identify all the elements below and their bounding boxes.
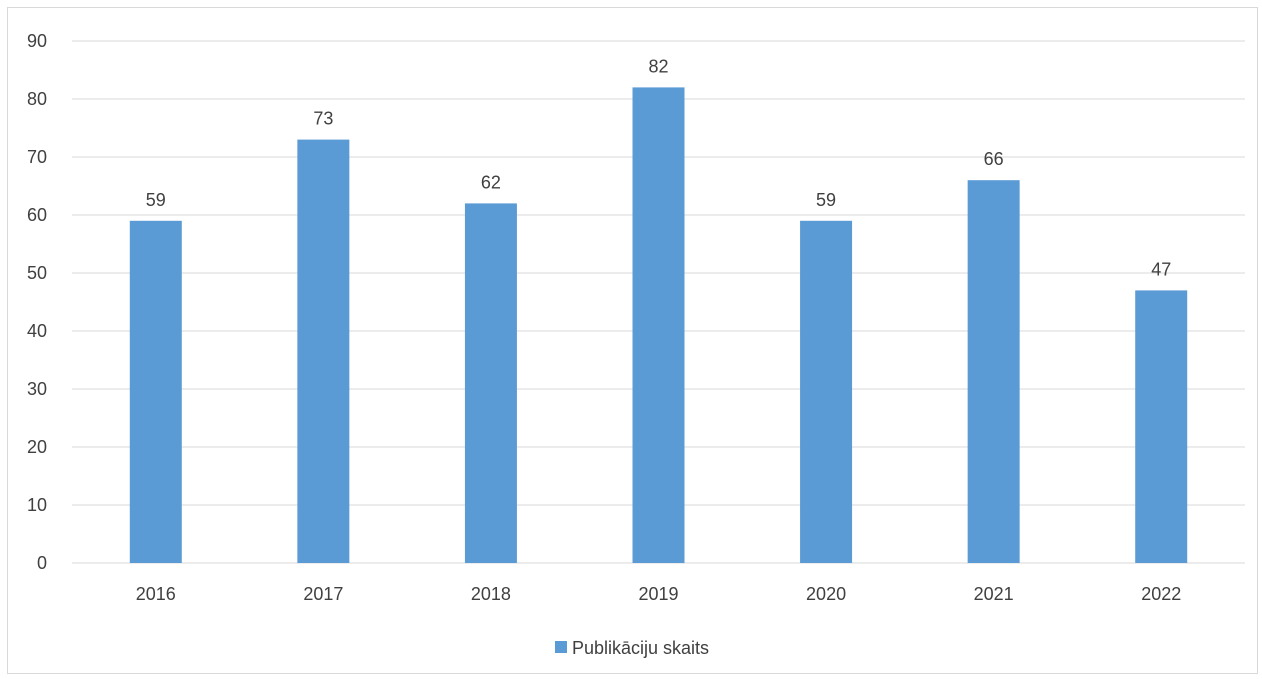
- bar: [464, 203, 517, 563]
- y-tick-label: 30: [27, 379, 47, 399]
- y-tick-label: 10: [27, 495, 47, 515]
- legend-label: Publikāciju skaits: [572, 638, 709, 658]
- data-label: 59: [816, 190, 836, 210]
- x-tick-label: 2020: [806, 584, 846, 604]
- bar: [800, 220, 853, 564]
- data-label: 82: [648, 56, 668, 76]
- y-tick-label: 50: [27, 263, 47, 283]
- x-tick-label: 2021: [974, 584, 1014, 604]
- bar: [297, 139, 350, 563]
- data-label: 73: [313, 109, 333, 129]
- y-tick-label: 0: [37, 553, 47, 573]
- x-tick-label: 2022: [1141, 584, 1181, 604]
- y-tick-label: 70: [27, 147, 47, 167]
- legend-swatch: [555, 641, 567, 653]
- data-labels: 59 73 62 82 59 66 47: [146, 56, 1171, 279]
- y-axis-tick-labels: 0 10 20 30 40 50 60 70 80 90: [27, 31, 47, 573]
- x-axis-tick-labels: 2016 2017 2018 2019 2020 2021 2022: [136, 584, 1181, 604]
- y-tick-label: 40: [27, 321, 47, 341]
- bar: [967, 180, 1020, 563]
- y-tick-label: 90: [27, 31, 47, 51]
- bar: [1135, 290, 1188, 563]
- x-tick-label: 2018: [471, 584, 511, 604]
- bar: [632, 87, 685, 564]
- bar: [129, 220, 182, 564]
- bars: [129, 87, 1188, 564]
- data-label: 62: [481, 172, 501, 192]
- y-tick-label: 20: [27, 437, 47, 457]
- x-tick-label: 2019: [638, 584, 678, 604]
- y-tick-label: 60: [27, 205, 47, 225]
- y-tick-label: 80: [27, 89, 47, 109]
- x-tick-label: 2017: [303, 584, 343, 604]
- data-label: 66: [984, 149, 1004, 169]
- legend: Publikāciju skaits: [555, 638, 709, 658]
- data-label: 47: [1151, 259, 1171, 279]
- x-tick-label: 2016: [136, 584, 176, 604]
- data-label: 59: [146, 190, 166, 210]
